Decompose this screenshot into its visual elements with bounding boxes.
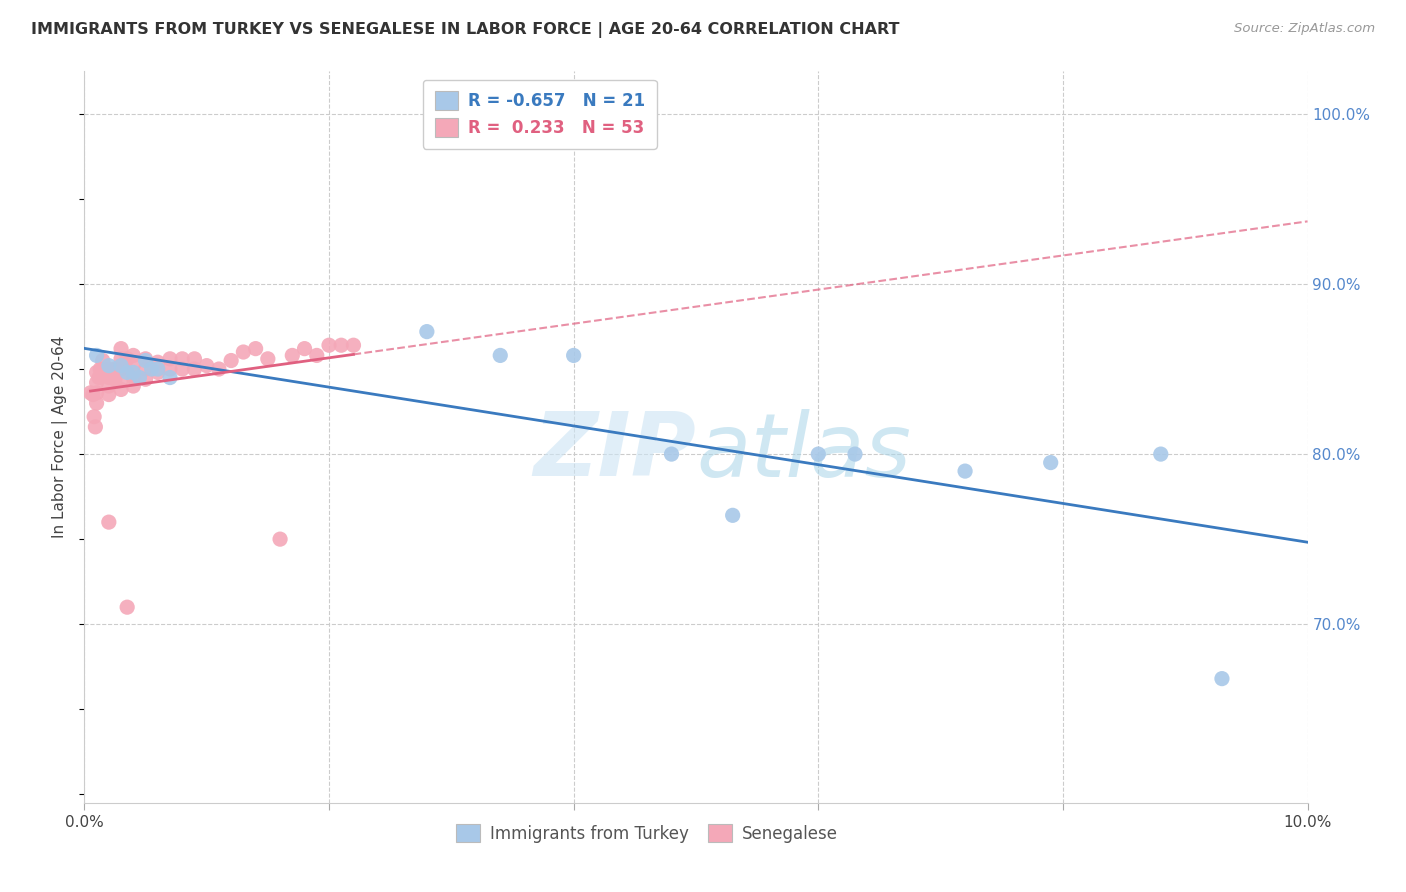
Point xyxy=(115,351,138,366)
Point xyxy=(115,366,138,380)
Point xyxy=(110,342,132,356)
Point xyxy=(342,338,364,352)
Point xyxy=(305,348,328,362)
Text: atlas: atlas xyxy=(696,409,911,495)
Point xyxy=(97,362,120,376)
Point xyxy=(159,351,181,366)
Text: ZIP: ZIP xyxy=(533,409,696,495)
Point xyxy=(146,355,169,369)
Point xyxy=(294,342,316,356)
Point xyxy=(122,379,145,393)
Point xyxy=(97,359,120,373)
Point xyxy=(135,353,157,368)
Point xyxy=(183,362,205,376)
Point xyxy=(97,515,120,529)
Point xyxy=(208,362,231,376)
Point xyxy=(86,376,108,390)
Point xyxy=(87,370,110,384)
Point xyxy=(104,372,127,386)
Point xyxy=(135,351,157,366)
Point xyxy=(416,325,439,339)
Point xyxy=(172,351,194,366)
Point xyxy=(172,362,194,376)
Point xyxy=(91,366,114,380)
Legend: Immigrants from Turkey, Senegalese: Immigrants from Turkey, Senegalese xyxy=(450,817,845,849)
Point xyxy=(110,383,132,397)
Point xyxy=(159,362,181,376)
Point xyxy=(232,345,254,359)
Point xyxy=(110,359,132,373)
Point xyxy=(97,379,120,393)
Point xyxy=(97,370,120,384)
Point xyxy=(86,396,108,410)
Point xyxy=(135,372,157,386)
Point xyxy=(146,366,169,380)
Point xyxy=(104,362,127,376)
Point xyxy=(110,362,132,376)
Point xyxy=(281,348,304,362)
Point xyxy=(562,348,585,362)
Point xyxy=(82,387,104,401)
Point xyxy=(1211,672,1233,686)
Point xyxy=(807,447,830,461)
Point xyxy=(219,353,242,368)
Point xyxy=(110,372,132,386)
Point xyxy=(183,351,205,366)
Point xyxy=(83,409,105,424)
Text: IMMIGRANTS FROM TURKEY VS SENEGALESE IN LABOR FORCE | AGE 20-64 CORRELATION CHAR: IMMIGRANTS FROM TURKEY VS SENEGALESE IN … xyxy=(31,22,900,38)
Text: Source: ZipAtlas.com: Source: ZipAtlas.com xyxy=(1234,22,1375,36)
Point xyxy=(257,351,280,366)
Point xyxy=(1039,456,1062,470)
Point xyxy=(135,362,157,376)
Point xyxy=(89,362,111,376)
Point xyxy=(721,508,744,523)
Point xyxy=(195,359,218,373)
Point xyxy=(661,447,683,461)
Point xyxy=(115,600,138,615)
Point xyxy=(86,385,108,400)
Point xyxy=(159,370,181,384)
Point xyxy=(122,366,145,380)
Point xyxy=(86,366,108,380)
Point xyxy=(330,338,353,352)
Point xyxy=(122,348,145,362)
Point xyxy=(110,351,132,366)
Point xyxy=(97,387,120,401)
Point xyxy=(141,362,163,376)
Point xyxy=(1150,447,1173,461)
Point xyxy=(844,447,866,461)
Point xyxy=(84,420,107,434)
Point xyxy=(146,362,169,376)
Point xyxy=(269,532,291,546)
Point xyxy=(489,348,512,362)
Point xyxy=(128,370,150,384)
Point xyxy=(245,342,267,356)
Y-axis label: In Labor Force | Age 20-64: In Labor Force | Age 20-64 xyxy=(52,336,69,538)
Point xyxy=(79,385,101,400)
Point xyxy=(318,338,340,352)
Point xyxy=(953,464,976,478)
Point xyxy=(86,348,108,362)
Point xyxy=(122,359,145,373)
Point xyxy=(91,353,114,368)
Point xyxy=(122,370,145,384)
